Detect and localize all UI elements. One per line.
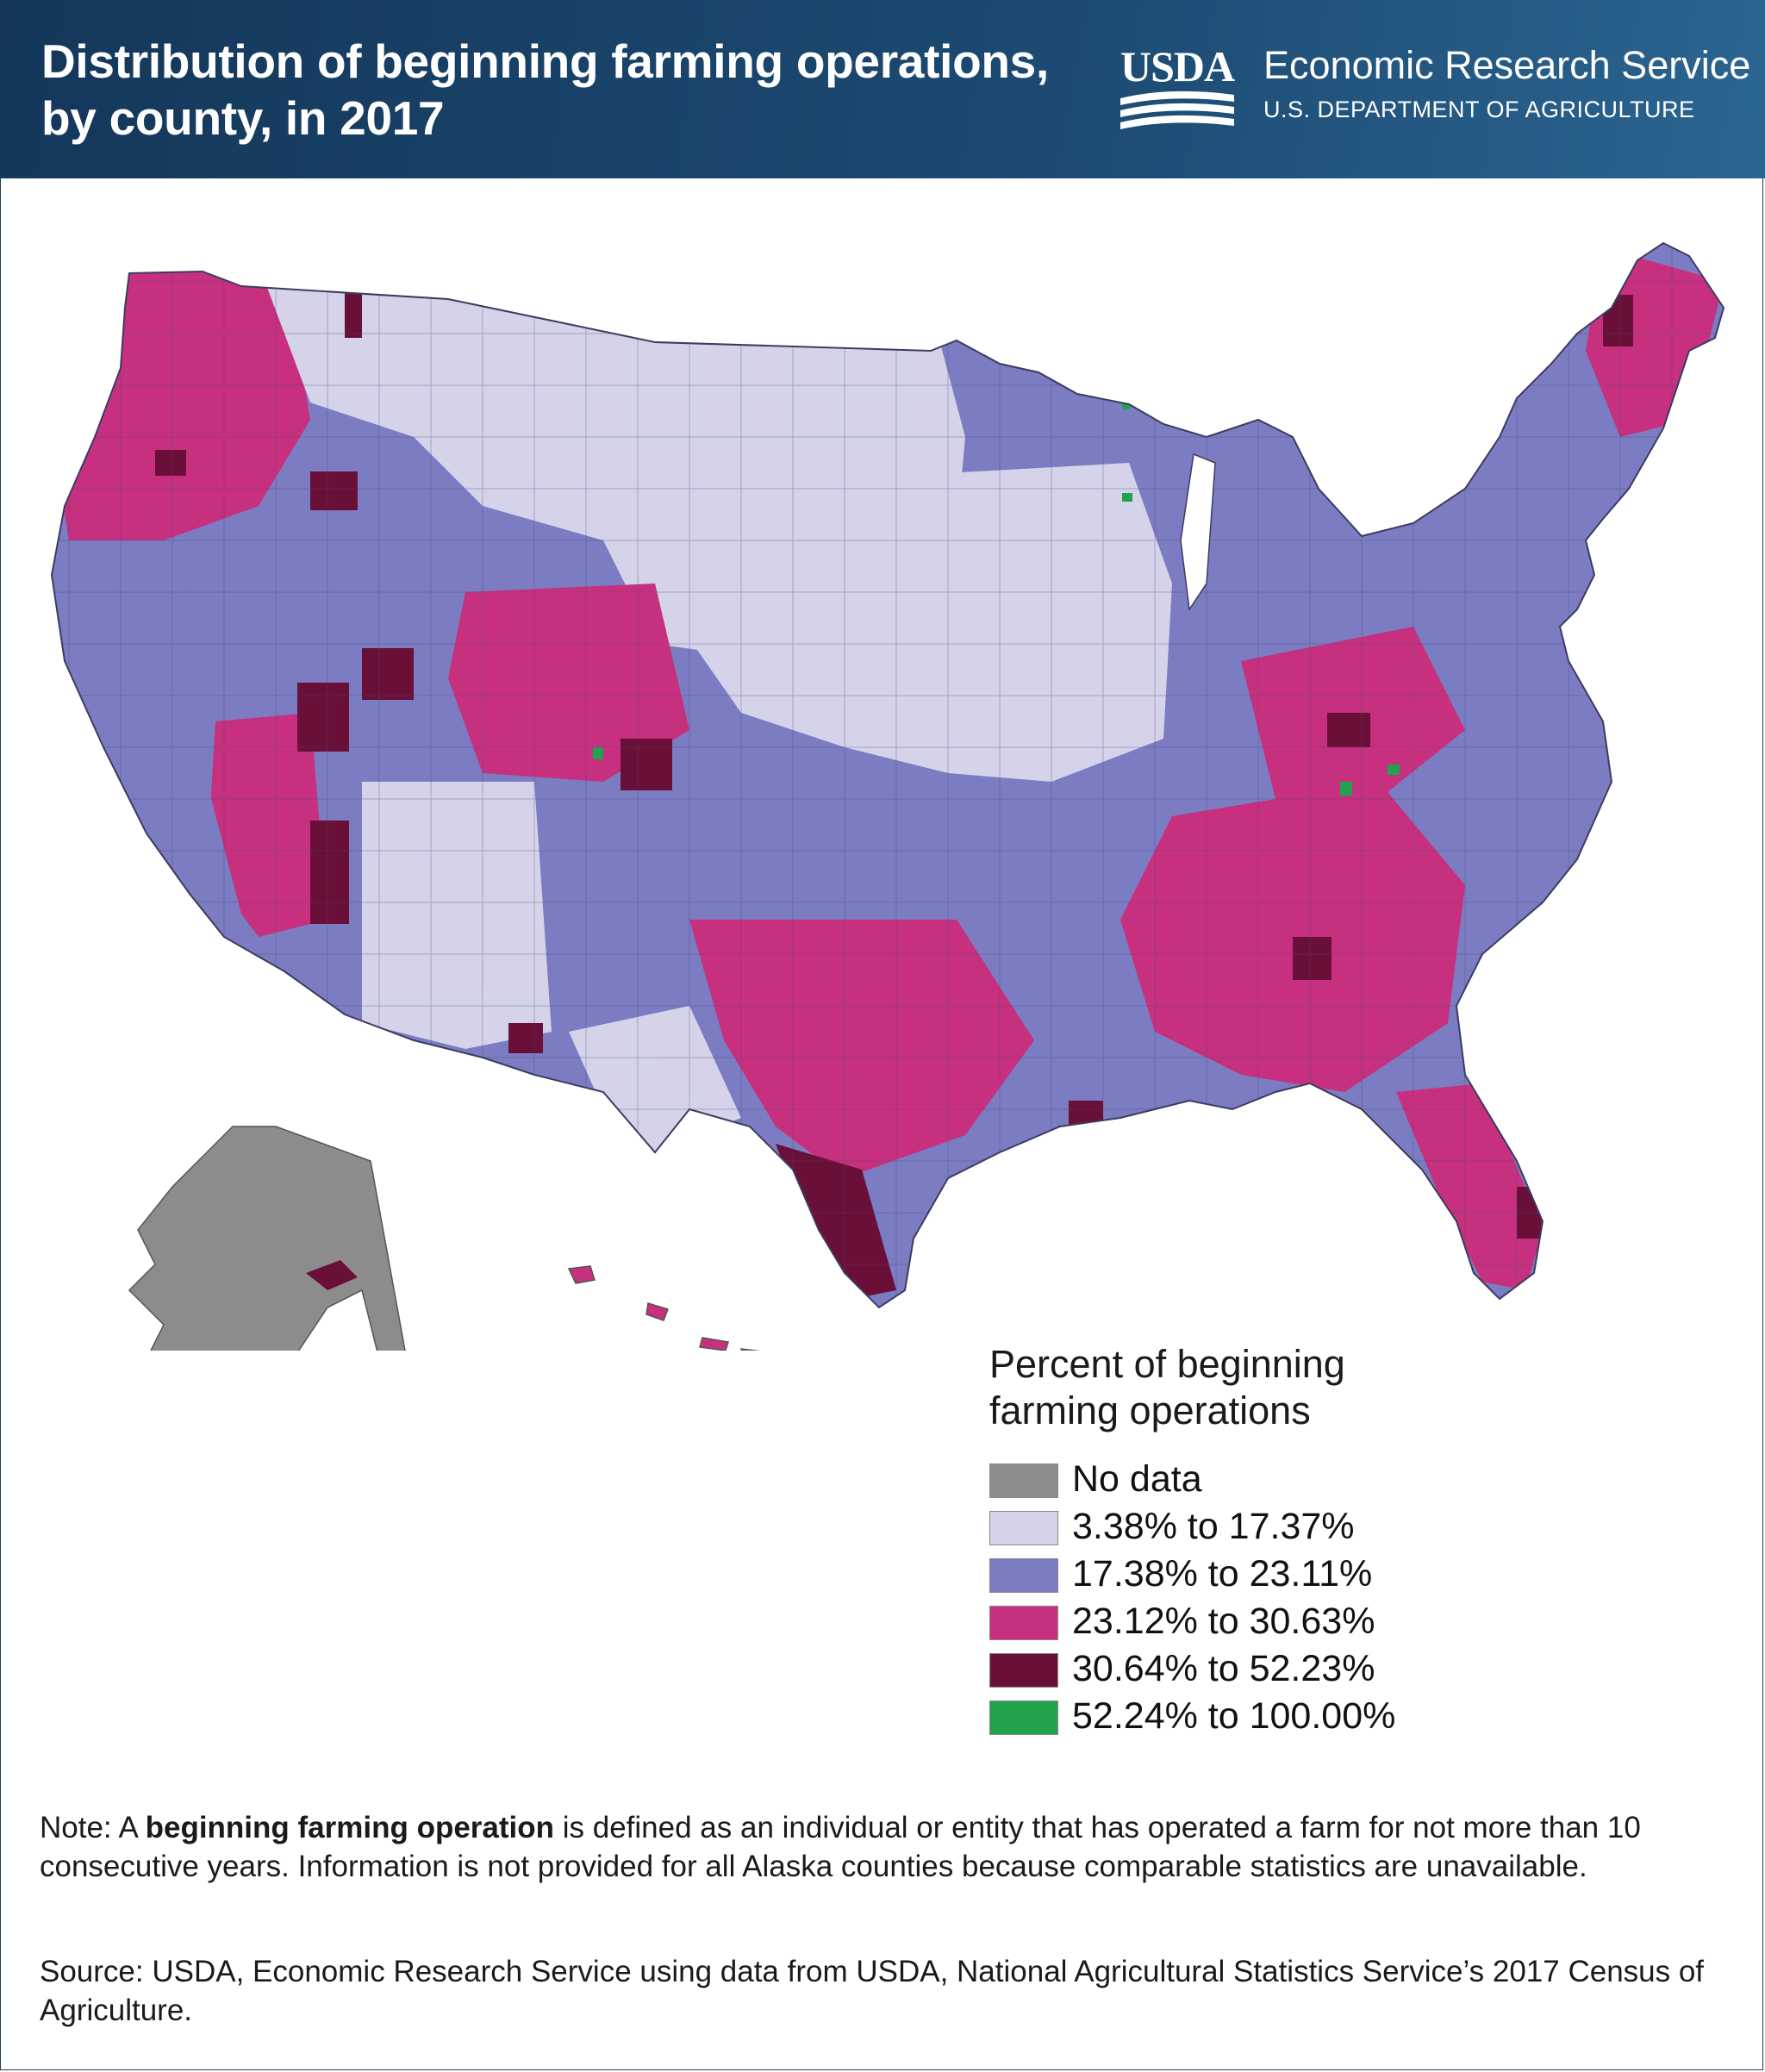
header-banner: Distribution of beginning farming operat…: [0, 0, 1765, 178]
hawaii: [567, 1265, 761, 1351]
region-california: [69, 540, 259, 997]
department-name: U.S. DEPARTMENT OF AGRICULTURE: [1263, 97, 1695, 122]
county-dark: [621, 739, 672, 790]
agency-name: Economic Research Service: [1263, 43, 1751, 87]
county-green: [1122, 394, 1131, 409]
region-nevada: [207, 713, 327, 937]
figure-title: Distribution of beginning farming operat…: [41, 33, 1076, 147]
legend-swatch: [989, 1511, 1058, 1545]
region-central-rockies: [448, 584, 689, 782]
note-text: Note: A beginning farming operation is d…: [40, 1808, 1729, 1886]
county-dark: [297, 683, 349, 752]
legend-swatch: [989, 1606, 1058, 1640]
legend-swatch: [989, 1701, 1058, 1735]
hawaii-maui: [739, 1348, 761, 1351]
county-green: [1340, 782, 1352, 796]
choropleth-map: [50, 241, 1725, 1351]
title-line-1: Distribution of beginning farming operat…: [41, 34, 1049, 88]
note-body: is defined as an individual or entity th…: [40, 1811, 1641, 1883]
alaska: [128, 1126, 408, 1351]
county-dark: [155, 450, 186, 476]
county-green: [1388, 765, 1400, 775]
region-southwest: [362, 782, 552, 1049]
note-prefix: Note: A: [40, 1811, 146, 1844]
county-green: [1122, 493, 1132, 502]
lake-michigan: [1180, 452, 1216, 612]
legend-title-line-2: farming operations: [989, 1389, 1311, 1432]
us-outline: [50, 241, 1725, 1309]
hawaii-kauai: [567, 1265, 596, 1284]
region-corn-belt: [672, 463, 1172, 782]
usda-logo: USDA: [1120, 42, 1235, 90]
title-line-2: by county, in 2017: [41, 91, 445, 145]
county-dark: [345, 286, 362, 338]
legend-swatch: [989, 1464, 1058, 1498]
county-dark: [310, 821, 349, 924]
note-term: beginning farming operation: [145, 1811, 555, 1844]
region-texas: [689, 920, 1034, 1178]
legend-label: 23.12% to 30.63%: [1072, 1601, 1375, 1642]
legend-label: 3.38% to 17.37%: [1072, 1506, 1355, 1547]
county-dark: [508, 1023, 543, 1053]
legend-label: 17.38% to 23.11%: [1072, 1553, 1373, 1595]
hawaii-oahu: [646, 1302, 669, 1321]
county-dark: [1293, 937, 1332, 980]
county-dark: [310, 471, 358, 510]
legend-label: 30.64% to 52.23%: [1072, 1648, 1375, 1689]
legend-label: 52.24% to 100.00%: [1072, 1695, 1396, 1737]
county-dark: [362, 648, 414, 700]
region-florida: [1396, 1083, 1543, 1290]
alaska-dark-area: [306, 1260, 358, 1290]
county-dark: [1327, 713, 1370, 747]
county-green: [1155, 1114, 1165, 1122]
county-dark: [1069, 1101, 1103, 1135]
legend-label: No data: [1072, 1458, 1202, 1500]
legend-title-line-1: Percent of beginning: [989, 1342, 1345, 1386]
legend-swatch: [989, 1558, 1058, 1593]
county-dark: [1603, 295, 1633, 346]
usda-logo-swoosh: [1120, 90, 1234, 129]
alaska-mainland: [128, 1126, 406, 1351]
legend-swatch: [989, 1653, 1058, 1688]
region-northeast: [1396, 463, 1586, 661]
legend-title: Percent of beginning farming operations: [989, 1341, 1438, 1434]
hawaii-molokai: [699, 1337, 729, 1351]
county-green: [593, 747, 603, 759]
source-text: Source: USDA, Economic Research Service …: [40, 1955, 1705, 2027]
region-south-texas: [776, 1144, 896, 1299]
